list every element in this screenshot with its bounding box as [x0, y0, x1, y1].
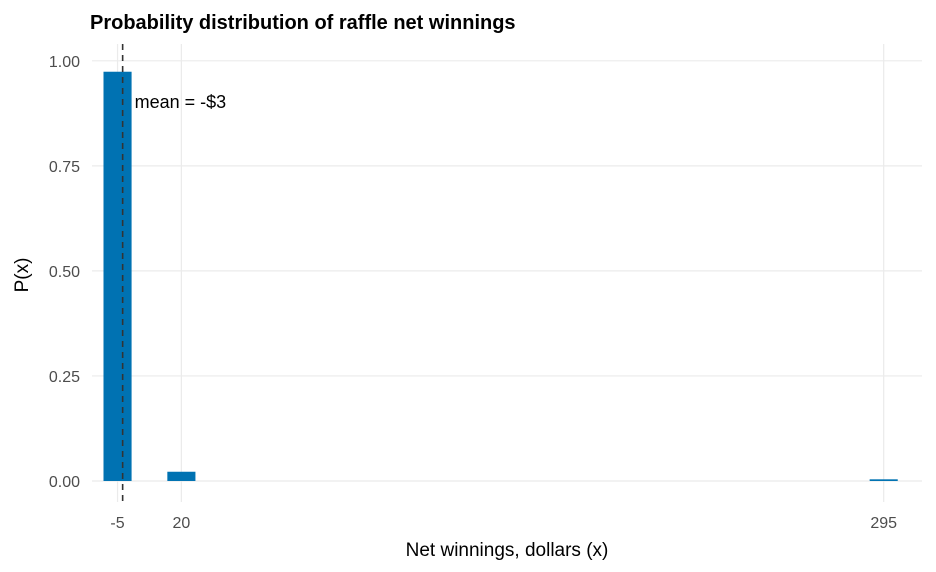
bar	[103, 71, 132, 481]
y-gridlines	[92, 60, 922, 482]
x-tick-labels: -5 20 295	[110, 515, 897, 532]
x-gridlines	[116, 44, 885, 502]
x-tick-label: -5	[110, 515, 124, 532]
y-tick-labels: 0.00 0.25 0.50 0.75 1.00	[49, 54, 80, 491]
bar	[869, 479, 898, 481]
y-tick-label: 0.00	[49, 474, 80, 491]
y-axis-label: P(x)	[12, 258, 33, 293]
x-tick-label: 295	[870, 515, 897, 532]
mean-label: mean = -$3	[135, 92, 227, 112]
y-tick-label: 0.25	[49, 369, 80, 386]
bars	[103, 71, 898, 481]
mean-annotation-group: mean = -$3	[121, 44, 227, 502]
y-tick-label: 0.75	[49, 159, 80, 176]
chart-title: Probability distribution of raffle net w…	[90, 12, 516, 34]
y-tick-label: 1.00	[49, 54, 80, 71]
x-tick-label: 20	[172, 515, 190, 532]
y-tick-label: 0.50	[49, 264, 80, 281]
x-axis-label: Net winnings, dollars (x)	[406, 540, 609, 561]
bar	[167, 471, 196, 481]
